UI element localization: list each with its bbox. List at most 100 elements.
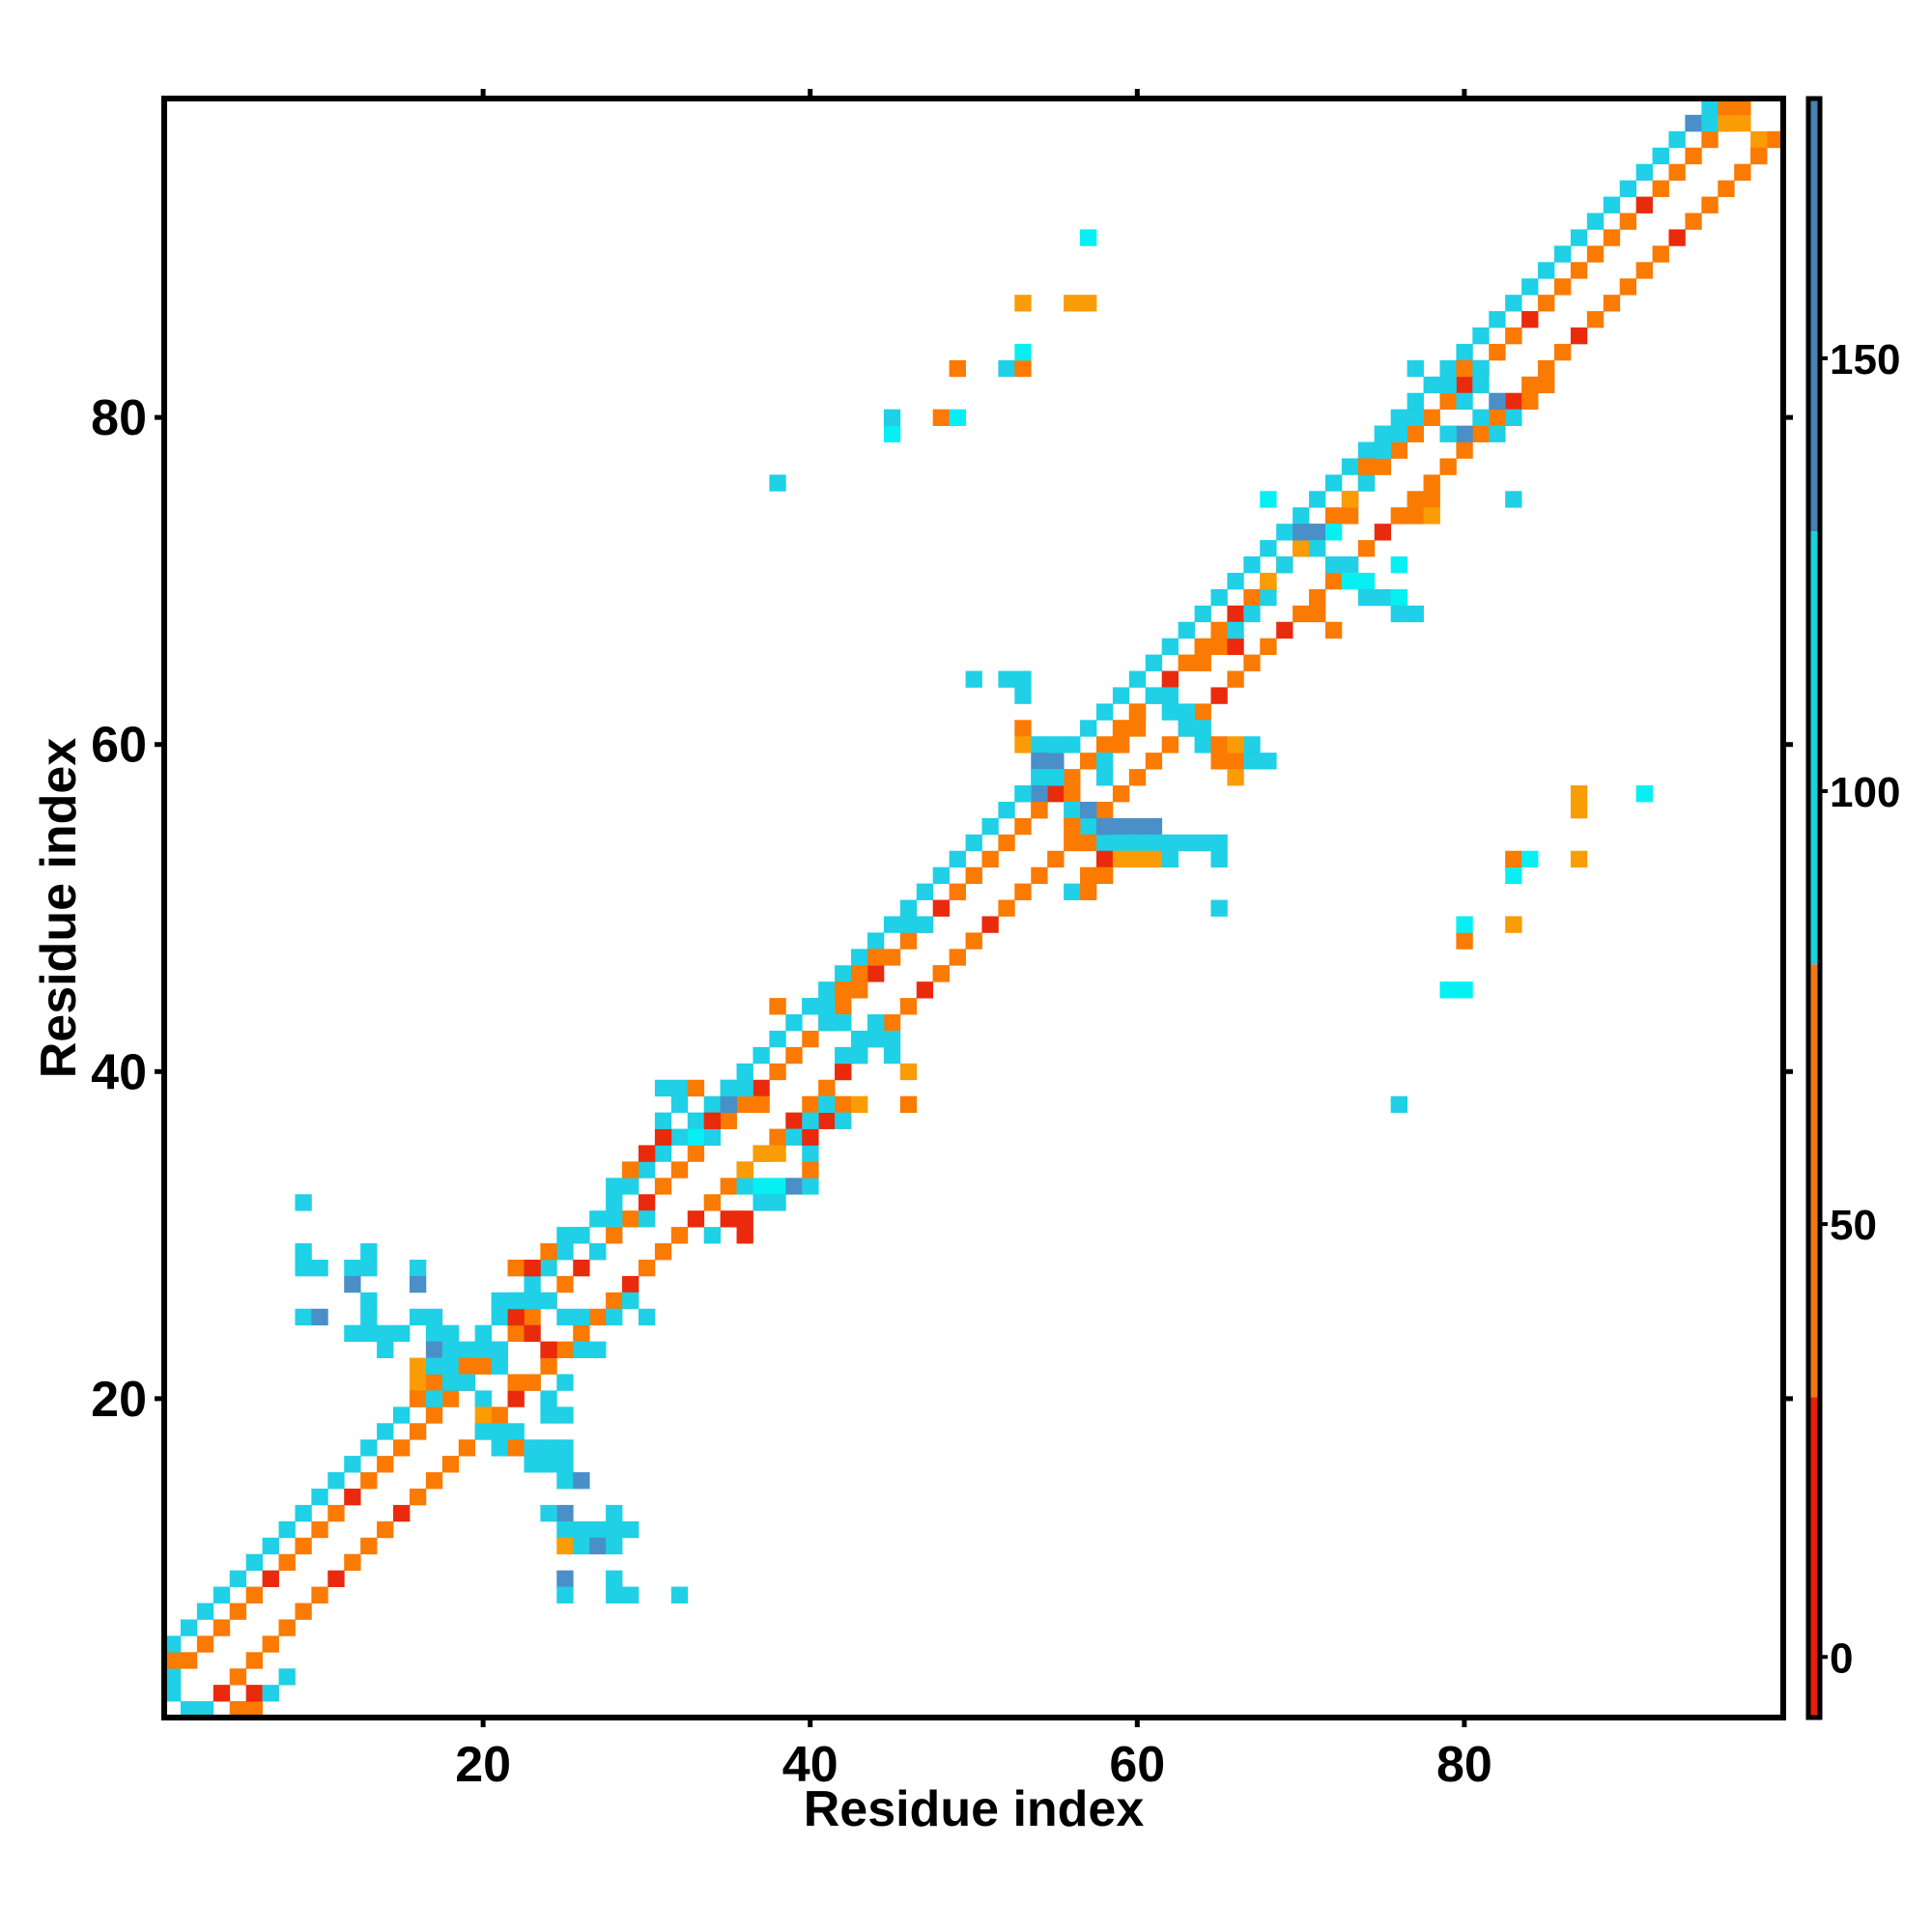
heatmap-cell — [687, 1079, 705, 1097]
heatmap-cell — [540, 1439, 557, 1457]
heatmap-cell — [1145, 817, 1163, 836]
heatmap-cell — [769, 1194, 786, 1211]
heatmap-cell — [524, 1308, 541, 1326]
heatmap-cell — [1570, 327, 1588, 345]
heatmap-cell — [491, 1292, 508, 1310]
heatmap-cell — [949, 883, 966, 900]
heatmap-cell — [409, 1275, 427, 1293]
heatmap-cell — [1406, 359, 1424, 378]
heatmap-cell — [883, 1046, 901, 1065]
heatmap-cell — [670, 1586, 689, 1604]
heatmap-cell — [213, 1586, 231, 1604]
heatmap-cell — [622, 1586, 639, 1604]
heatmap-cell — [344, 1275, 361, 1293]
heatmap-cell — [1341, 572, 1359, 590]
heatmap-cell — [1128, 817, 1147, 836]
heatmap-cell — [1064, 817, 1081, 836]
heatmap-cell — [1194, 654, 1211, 671]
heatmap-cell — [720, 1178, 737, 1195]
heatmap-cell — [1112, 785, 1130, 803]
heatmap-cell — [409, 1488, 427, 1506]
heatmap-cell — [818, 981, 836, 999]
heatmap-cell — [1194, 638, 1211, 655]
heatmap-cell — [425, 1374, 443, 1391]
heatmap-cell — [851, 1030, 868, 1048]
heatmap-cell — [573, 1227, 590, 1244]
heatmap-cell — [1635, 163, 1653, 182]
heatmap-cell — [1538, 262, 1555, 279]
heatmap-cell — [606, 1227, 623, 1244]
heatmap-cell — [932, 899, 951, 917]
heatmap-cell — [164, 1668, 182, 1686]
heatmap-cell — [458, 1357, 476, 1375]
heatmap-cell — [1603, 196, 1621, 213]
heatmap-cell — [344, 1488, 361, 1506]
heatmap-cell — [638, 1210, 656, 1228]
heatmap-cell — [1095, 817, 1114, 836]
heatmap-cell — [1619, 180, 1637, 197]
heatmap-cell — [1064, 883, 1081, 900]
heatmap-cell — [851, 949, 868, 966]
heatmap-cell — [1586, 213, 1605, 230]
colorbar-tick-label: 50 — [1830, 1202, 1877, 1249]
heatmap-cell — [736, 1161, 753, 1179]
heatmap-cell — [1406, 507, 1424, 525]
heatmap-cell — [606, 1520, 623, 1539]
heatmap-cell — [1145, 834, 1163, 852]
heatmap-cell — [1586, 311, 1605, 328]
heatmap-cell — [1293, 540, 1310, 557]
heatmap-cell — [278, 1668, 296, 1686]
colorbar-frame — [1805, 96, 1823, 1720]
heatmap-cell — [1095, 736, 1114, 753]
heatmap-cell — [540, 1390, 557, 1407]
heatmap-cell — [622, 1292, 639, 1310]
heatmap-cell — [1701, 130, 1719, 149]
heatmap-cell — [1456, 932, 1473, 950]
heatmap-cell — [540, 1341, 557, 1358]
heatmap-cell — [491, 1406, 508, 1424]
heatmap-cell — [1390, 605, 1408, 623]
heatmap-cell — [1701, 99, 1719, 116]
heatmap-cell — [1505, 295, 1522, 312]
heatmap-cell — [1227, 605, 1244, 623]
heatmap-cell — [1701, 196, 1719, 213]
heatmap-cell — [1472, 359, 1490, 378]
heatmap-cell — [556, 1570, 574, 1587]
heatmap-cell — [1734, 163, 1751, 182]
heatmap-cell — [1701, 114, 1719, 132]
heatmap-cell — [393, 1406, 411, 1424]
heatmap-cell — [1570, 785, 1588, 803]
heatmap-cell — [1505, 491, 1522, 508]
colorbar-segment — [1808, 1397, 1820, 1718]
heatmap-cell — [1095, 850, 1114, 868]
heatmap-cell — [654, 1243, 672, 1261]
heatmap-cell — [540, 1456, 557, 1473]
heatmap-cell — [491, 1308, 508, 1326]
heatmap-cell — [1357, 572, 1376, 590]
heatmap-cell — [654, 1112, 672, 1129]
heatmap-cell — [769, 1128, 786, 1146]
heatmap-cell — [998, 801, 1015, 819]
heatmap-cell — [899, 1095, 918, 1114]
heatmap-cell — [360, 1308, 378, 1326]
heatmap-cell — [360, 1243, 378, 1261]
heatmap-cell — [703, 1095, 721, 1114]
heatmap-cell — [818, 1095, 836, 1114]
heatmap-cell — [1505, 916, 1522, 933]
heatmap-cell — [1635, 196, 1653, 213]
heatmap-cell — [654, 1178, 672, 1195]
heatmap-cell — [1064, 736, 1081, 753]
heatmap-cell — [1472, 425, 1490, 442]
heatmap-cell — [1210, 588, 1228, 607]
heatmap-cell — [1357, 458, 1376, 475]
heatmap-cell — [524, 1275, 541, 1293]
heatmap-cell — [1227, 621, 1244, 639]
heatmap-cell — [606, 1292, 623, 1310]
x-tick-label: 80 — [1436, 1737, 1492, 1793]
heatmap-cell — [622, 1178, 639, 1195]
heatmap-cell — [998, 670, 1015, 688]
heatmap-cell — [687, 1128, 705, 1146]
heatmap-cell — [540, 1504, 557, 1522]
heatmap-cell — [278, 1520, 296, 1539]
